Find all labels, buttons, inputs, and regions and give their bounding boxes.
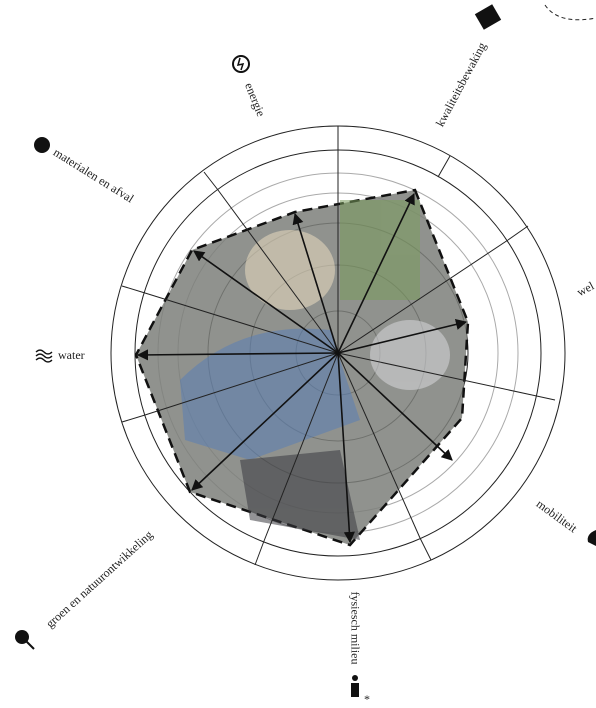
axis-label: groen en natuurontwikkeling [43, 527, 155, 630]
connector-curve [544, 4, 596, 21]
axis-label: energie [242, 81, 268, 119]
icons: * [15, 4, 596, 706]
axis-label: water [58, 348, 85, 362]
axis-label: fysiesch milieu [348, 592, 362, 665]
photo-hints [180, 200, 450, 540]
axis-label: wel [574, 278, 596, 299]
band-separators [121, 126, 556, 566]
spokes [144, 150, 533, 542]
axis-label: mobiliteit [534, 497, 581, 536]
score-arrows [136, 192, 468, 544]
svg-text:*: * [364, 692, 370, 706]
axis-label: kwaliteitsbewaking [433, 40, 489, 129]
axis-label: materialen en afval [51, 145, 137, 206]
